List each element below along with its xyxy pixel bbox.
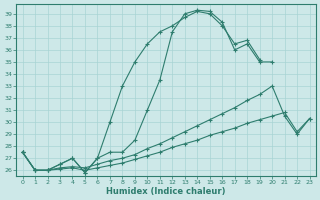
X-axis label: Humidex (Indice chaleur): Humidex (Indice chaleur) xyxy=(106,187,226,196)
